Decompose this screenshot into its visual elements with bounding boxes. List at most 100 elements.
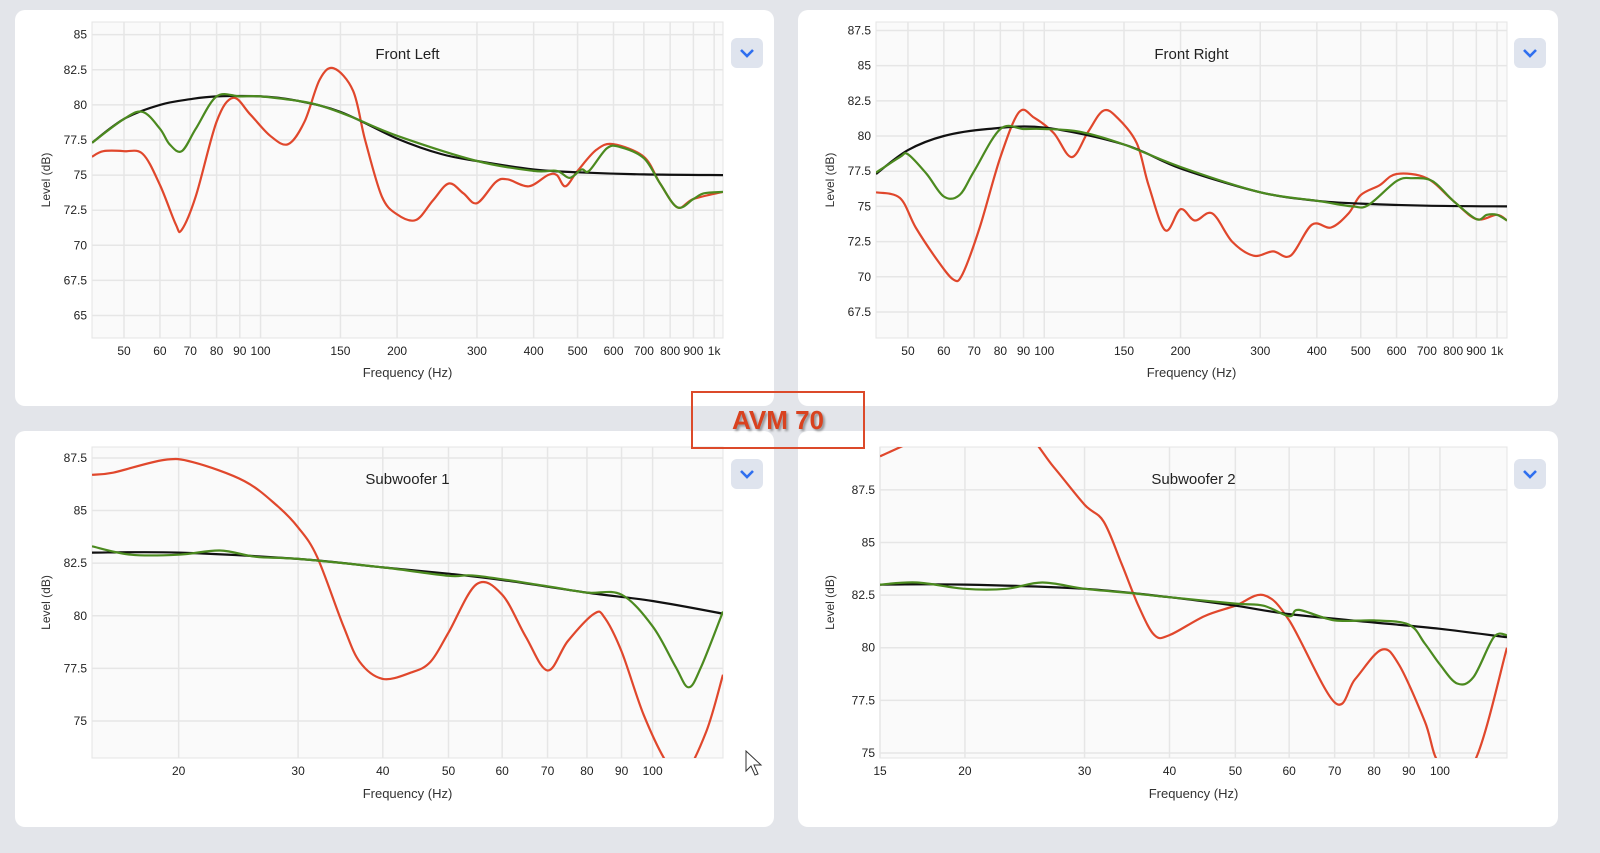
series-line-target: [92, 551, 723, 615]
y-tick-label: 87.5: [64, 451, 88, 465]
chevron-down-icon: [1523, 49, 1537, 58]
y-tick-label: 87.5: [848, 23, 872, 37]
y-tick-label: 75: [74, 168, 88, 182]
y-tick-label: 85: [74, 28, 88, 42]
y-tick-label: 80: [858, 129, 872, 143]
x-tick-label: 100: [251, 344, 271, 358]
x-tick-label: 20: [172, 764, 186, 778]
y-tick-label: 82.5: [64, 63, 88, 77]
mouse-cursor-icon: [745, 750, 763, 776]
plot-area: [875, 21, 1508, 339]
chart-title: Front Left: [375, 46, 440, 63]
series-line-measured: [876, 108, 1507, 283]
x-tick-label: 90: [615, 764, 629, 778]
y-tick-label: 82.5: [64, 556, 88, 570]
chart-title: Subwoofer 2: [1151, 471, 1235, 488]
y-tick-label: 67.5: [64, 273, 88, 287]
chevron-down-icon: [1523, 470, 1537, 479]
y-tick-label: 80: [74, 609, 88, 623]
plot-area: [879, 446, 1508, 759]
model-label: AVM 70: [732, 404, 824, 435]
x-tick-label: 70: [184, 344, 198, 358]
series-line-measured: [92, 66, 723, 234]
subwoofer-2-dropdown-button[interactable]: [1514, 459, 1546, 489]
x-tick-label: 70: [967, 344, 981, 358]
chart-3: 75 77.5 80 82.5 85 87.5 15 20 30 40 50 60 70 80 90 100 S…: [823, 446, 1508, 801]
x-tick-label: 500: [568, 344, 588, 358]
x-tick-label: 60: [153, 344, 167, 358]
y-tick-label: 82.5: [848, 94, 872, 108]
y-tick-label: 77.5: [64, 661, 88, 675]
x-tick-label: 40: [376, 764, 390, 778]
x-tick-label: 600: [1387, 344, 1407, 358]
y-axis-label: Level (dB): [39, 153, 53, 208]
y-axis-label: Level (dB): [39, 575, 53, 630]
chevron-down-icon: [740, 49, 754, 58]
x-tick-label: 150: [330, 344, 350, 358]
x-tick-label: 700: [1417, 344, 1437, 358]
x-tick-label: 90: [1402, 764, 1416, 778]
y-tick-label: 65: [74, 309, 88, 323]
y-tick-label: 67.5: [848, 305, 872, 319]
y-tick-label: 72.5: [64, 203, 88, 217]
x-tick-label: 70: [1328, 764, 1342, 778]
chevron-down-icon: [740, 470, 754, 479]
series-line-corrected: [92, 92, 723, 209]
series-line-corrected: [880, 581, 1507, 686]
y-tick-label: 87.5: [852, 483, 876, 497]
chart-title: Front Right: [1154, 46, 1229, 63]
x-tick-label: 50: [117, 344, 131, 358]
x-tick-label: 400: [1307, 344, 1327, 358]
y-tick-label: 75: [862, 746, 876, 760]
x-tick-label: 50: [901, 344, 915, 358]
series-group: [876, 108, 1507, 283]
y-tick-label: 85: [862, 536, 876, 550]
series-group: [92, 66, 723, 234]
y-tick-label: 72.5: [848, 235, 872, 249]
series-group: [92, 457, 723, 758]
plot-area: [91, 21, 724, 339]
x-tick-label: 90: [1017, 344, 1031, 358]
y-tick-label: 80: [862, 641, 876, 655]
chart-2: 75 77.5 80 82.5 85 87.5 20 30 40 50 60 70 80 90 100 Sub…: [39, 446, 724, 801]
x-tick-label: 30: [1078, 764, 1092, 778]
x-tick-label: 70: [541, 764, 555, 778]
chart-0: 65 67.5 70 72.5 75 77.5 80 82.5 85 50 60 70 80 90 100 1…: [39, 21, 724, 380]
x-tick-label: 1k: [708, 344, 722, 358]
x-tick-label: 800: [660, 344, 680, 358]
front-left-dropdown-button[interactable]: [731, 38, 763, 68]
x-tick-label: 300: [467, 344, 487, 358]
plot-area: [91, 446, 724, 759]
y-axis-label: Level (dB): [823, 153, 837, 208]
front-right-dropdown-button[interactable]: [1514, 38, 1546, 68]
y-tick-label: 77.5: [852, 693, 876, 707]
x-tick-label: 900: [1466, 344, 1486, 358]
x-tick-label: 200: [387, 344, 407, 358]
x-tick-label: 1k: [1491, 344, 1505, 358]
x-tick-label: 80: [580, 764, 594, 778]
x-tick-label: 400: [524, 344, 544, 358]
y-tick-label: 70: [74, 238, 88, 252]
x-tick-label: 200: [1171, 344, 1191, 358]
series-line-measured: [880, 447, 1507, 758]
x-tick-label: 300: [1250, 344, 1270, 358]
model-label-box: AVM 70: [691, 391, 865, 449]
x-tick-label: 50: [1229, 764, 1243, 778]
series-line-corrected: [876, 124, 1507, 222]
y-axis-label: Level (dB): [823, 575, 837, 630]
x-tick-label: 20: [958, 764, 972, 778]
x-axis-label: Frequency (Hz): [1149, 786, 1239, 801]
x-axis-label: Frequency (Hz): [363, 786, 453, 801]
subwoofer-1-dropdown-button[interactable]: [731, 459, 763, 489]
x-tick-label: 700: [634, 344, 654, 358]
x-axis-label: Frequency (Hz): [1147, 365, 1237, 380]
x-tick-label: 150: [1114, 344, 1134, 358]
x-tick-label: 30: [291, 764, 305, 778]
chart-1: 67.5 70 72.5 75 77.5 80 82.5 85 87.5 50 60 70 80 90 10…: [823, 21, 1508, 380]
y-tick-label: 77.5: [64, 133, 88, 147]
x-tick-label: 80: [210, 344, 224, 358]
x-tick-label: 100: [643, 764, 663, 778]
series-group: [880, 447, 1507, 758]
x-tick-label: 15: [873, 764, 887, 778]
